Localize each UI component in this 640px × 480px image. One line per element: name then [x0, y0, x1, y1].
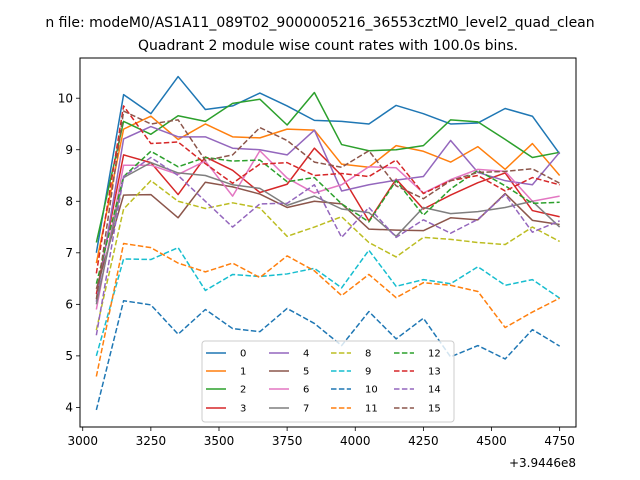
- series-layer: [95, 75, 561, 411]
- series-line-13: [95, 105, 560, 274]
- series-line-9: [95, 246, 561, 357]
- y-tick-label: 9: [65, 143, 73, 157]
- x-tick-label: 3250: [136, 434, 167, 448]
- y-tick-label: 4: [65, 401, 73, 415]
- legend-label-2: 2: [240, 385, 246, 396]
- x-tick-label: 4000: [340, 434, 371, 448]
- y-axis: 4 5 6 7 8 9 10: [58, 91, 80, 415]
- x-tick-label: 3750: [272, 434, 303, 448]
- series-line-11: [95, 242, 560, 377]
- legend-label-9: 9: [365, 367, 371, 378]
- x-axis: 3000 3250 3500 3750 4000 4250 4500 4750: [67, 427, 575, 448]
- legend-label-5: 5: [303, 367, 309, 378]
- legend-label-12: 12: [428, 349, 441, 360]
- legend-label-4: 4: [303, 349, 309, 360]
- legend-frame: [201, 340, 455, 423]
- series-line-0: [95, 75, 561, 253]
- x-tick-label: 3500: [204, 434, 235, 448]
- x-tick-label: 4250: [408, 434, 439, 448]
- legend-label-0: 0: [240, 349, 246, 360]
- legend-label-1: 1: [240, 367, 246, 378]
- x-tick-label: 4750: [544, 434, 575, 448]
- legend-label-15: 15: [428, 404, 441, 415]
- y-tick-label: 6: [65, 298, 73, 312]
- legend-label-3: 3: [240, 404, 246, 415]
- legend-label-6: 6: [303, 385, 309, 396]
- legend-label-14: 14: [428, 385, 441, 396]
- y-tick-label: 8: [65, 195, 73, 209]
- chart-title: Quadrant 2 module wise count rates with …: [138, 38, 518, 54]
- legend-label-10: 10: [365, 385, 378, 396]
- x-tick-label: 3000: [67, 434, 98, 448]
- legend-label-11: 11: [365, 404, 378, 415]
- series-line-8: [95, 179, 561, 331]
- y-tick-label: 7: [65, 246, 73, 260]
- figure-suptitle: n file: modeM0/AS1A11_089T02_9000005216_…: [45, 15, 594, 31]
- axes-frame: [79, 57, 577, 428]
- y-tick-label: 5: [65, 349, 73, 363]
- series-line-2: [95, 91, 560, 243]
- series-line-7: [95, 161, 561, 305]
- legend-label-8: 8: [365, 349, 371, 360]
- series-line-14: [95, 156, 560, 336]
- series-line-10: [95, 299, 561, 411]
- x-offset-label: +3.9446e8: [509, 456, 576, 470]
- x-tick-label: 4500: [476, 434, 507, 448]
- legend-label-13: 13: [428, 367, 441, 378]
- legend-label-7: 7: [303, 404, 309, 415]
- y-tick-label: 10: [58, 91, 73, 105]
- series-line-15: [95, 110, 561, 300]
